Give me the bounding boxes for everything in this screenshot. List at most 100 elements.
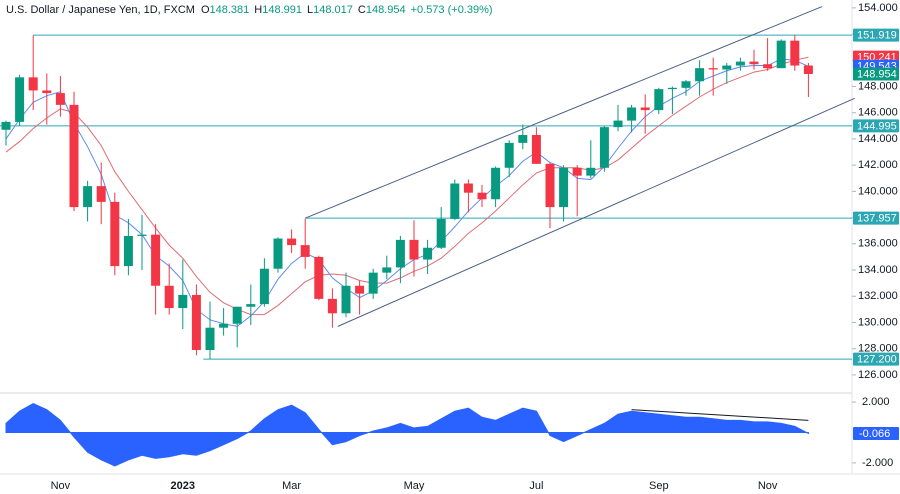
price-tag [853, 28, 899, 42]
x-tick-label: May [404, 480, 425, 492]
channel-line [337, 97, 855, 327]
candle-body [667, 87, 677, 90]
candle-body [69, 104, 79, 208]
candle-body [640, 107, 650, 111]
candle-body [395, 239, 405, 268]
y-tick-label: 2.000 [862, 396, 890, 408]
y-tick-label: 148.000 [858, 80, 898, 92]
header-value: 148.381 [210, 4, 250, 16]
candle-body [327, 298, 337, 314]
candle-body [463, 183, 473, 193]
candle-body [314, 256, 324, 299]
y-tick-label: 130.000 [858, 316, 898, 328]
candle-body [55, 93, 65, 105]
channel-line [305, 6, 823, 219]
candle-body [572, 167, 582, 176]
value-tag-label: -0.066 [859, 428, 890, 440]
candle-body [654, 89, 664, 111]
candle-body [287, 238, 297, 246]
candle-body [681, 81, 691, 88]
candle-body [735, 61, 745, 66]
candle-body [96, 186, 106, 202]
x-tick-label: Mar [282, 480, 301, 492]
candle-body [219, 323, 229, 328]
candle-body [28, 77, 38, 91]
header: U.S. Dollar / Japanese Yen, 1D, FXCM O148… [6, 4, 493, 16]
candle-body [450, 183, 460, 219]
candle-body [409, 239, 419, 260]
x-tick-label: Jul [529, 480, 543, 492]
candle-body [436, 218, 446, 248]
header-value: 148.017 [313, 4, 353, 16]
y-tick-label: 136.000 [858, 238, 898, 250]
candle-body [776, 40, 786, 69]
candle-body [191, 294, 201, 350]
candle-body [368, 272, 378, 294]
candle-body [491, 167, 501, 200]
candle-body [627, 107, 637, 121]
candle-body [164, 285, 174, 309]
oscillator-trendline [631, 409, 809, 421]
candle-body [273, 238, 283, 269]
candle-body [110, 201, 120, 267]
moving-average [5, 56, 809, 316]
candle-body [423, 247, 433, 260]
header-key: H [254, 4, 262, 16]
header-key: O [201, 4, 210, 16]
candle-body [708, 68, 718, 70]
header-key: L [307, 4, 313, 16]
y-tick-label: 126.000 [858, 369, 898, 381]
candle-body [15, 77, 25, 122]
y-tick-label: 140.000 [858, 185, 898, 197]
moving-average [5, 58, 809, 327]
y-tick-label: 142.000 [858, 159, 898, 171]
candle-body [382, 267, 392, 273]
candle-body [151, 234, 161, 286]
candle-body [246, 304, 256, 307]
price-tag-label: 137.957 [857, 213, 897, 225]
header-value: 148.991 [262, 4, 302, 16]
price-tag-label: 148.954 [857, 68, 897, 80]
candle-body [259, 268, 269, 305]
price-tag [853, 67, 899, 81]
candle-body [722, 65, 732, 70]
candle-body [531, 135, 541, 164]
y-tick-label: 154.000 [858, 2, 898, 14]
candle-body [1, 121, 11, 130]
candle-body [803, 65, 813, 75]
candle-body [695, 68, 705, 82]
oscillator-area [5, 403, 809, 467]
price-tag [853, 211, 899, 225]
candle-body [341, 285, 351, 314]
header-key: C [358, 4, 366, 16]
candle-body [42, 90, 52, 94]
header-value: 148.954 [366, 4, 406, 16]
candle-body [355, 285, 365, 294]
candle-body [477, 192, 487, 200]
y-tick-label: 144.000 [858, 133, 898, 145]
price-tag-label: 127.200 [857, 354, 897, 366]
candle-body [613, 120, 623, 128]
candle-body [559, 167, 569, 208]
price-tag [853, 352, 899, 366]
candle-body [232, 306, 242, 324]
candle-body [749, 61, 759, 65]
y-tick-label: 134.000 [858, 264, 898, 276]
price-tag-label: 144.995 [857, 120, 897, 132]
price-tag [853, 119, 899, 133]
y-tick-label: -2.000 [862, 457, 893, 469]
y-tick-label: 128.000 [858, 343, 898, 355]
value-tag [853, 426, 899, 440]
y-tick-label: 146.000 [858, 107, 898, 119]
x-tick-label: Nov [758, 480, 778, 492]
candle-body [137, 234, 147, 236]
candle-body [545, 163, 555, 208]
x-tick-label: Nov [51, 480, 71, 492]
price-tag-label: 151.919 [857, 30, 897, 42]
candle-body [763, 64, 773, 69]
header-change: +0.573 (+0.39%) [411, 4, 493, 16]
candle-body [300, 245, 310, 257]
candle-body [123, 235, 133, 267]
candle-body [790, 40, 800, 66]
